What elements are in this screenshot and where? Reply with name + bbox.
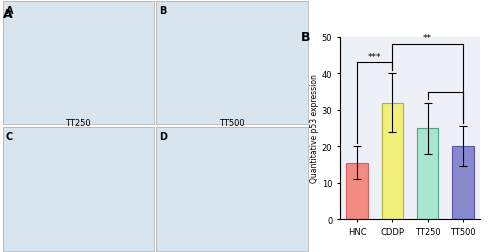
Text: A: A (6, 6, 13, 16)
Text: A: A (2, 8, 12, 20)
Bar (382, 103, 403, 219)
Title: TT250: TT250 (66, 118, 91, 127)
Title: CDDP: CDDP (220, 0, 244, 1)
Bar (417, 129, 438, 219)
Title: TT500: TT500 (219, 118, 244, 127)
Bar (452, 147, 473, 219)
Title: HNC: HNC (69, 0, 87, 1)
Text: C: C (6, 132, 13, 142)
Text: D: D (160, 132, 168, 142)
Text: B: B (160, 6, 166, 16)
Text: B: B (301, 30, 310, 44)
Bar (346, 163, 368, 219)
Text: ***: *** (368, 52, 382, 61)
Y-axis label: Quantitative p53 expression: Quantitative p53 expression (310, 74, 319, 183)
Text: **: ** (423, 34, 432, 43)
